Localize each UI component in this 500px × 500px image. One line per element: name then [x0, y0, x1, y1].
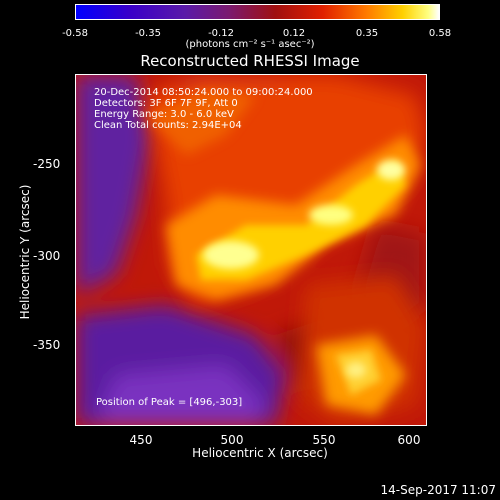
- colorbar-tick: -0.12: [208, 28, 234, 39]
- colorbar-tick: -0.58: [62, 28, 88, 39]
- colorbar-tick: 0.12: [282, 28, 306, 39]
- x-tick-label: 500: [220, 433, 244, 447]
- image-plot-area[interactable]: 20-Dec-2014 08:50:24.000 to 09:00:24.000…: [75, 74, 427, 426]
- info-peak-position: Position of Peak = [496,-303]: [96, 397, 243, 408]
- info-energy-range: Energy Range: 3.0 - 6.0 keV: [94, 109, 234, 120]
- colorbar-tick: 0.35: [355, 28, 379, 39]
- colorbar-units: (photons cm⁻² s⁻¹ asec⁻²): [185, 39, 315, 50]
- info-detectors: Detectors: 3F 6F 7F 9F, Att 0: [94, 98, 238, 109]
- y-tick-label: -350: [33, 338, 61, 352]
- heatmap-image: [76, 75, 426, 425]
- x-tick-label: 550: [312, 433, 336, 447]
- timestamp: 14-Sep-2017 11:07: [380, 483, 496, 497]
- colorbar-tick: -0.35: [135, 28, 161, 39]
- plot-title: Reconstructed RHESSI Image: [140, 52, 360, 70]
- info-total-counts: Clean Total counts: 2.94E+04: [94, 120, 242, 131]
- x-tick-label: 600: [397, 433, 421, 447]
- x-axis-label: Heliocentric X (arcsec): [192, 446, 328, 460]
- colorbar: [75, 4, 440, 20]
- y-tick-label: -300: [33, 249, 61, 263]
- y-axis-label: Heliocentric Y (arcsec): [18, 184, 32, 320]
- info-time-range: 20-Dec-2014 08:50:24.000 to 09:00:24.000: [94, 87, 313, 98]
- colorbar-tick: 0.58: [428, 28, 452, 39]
- y-tick-label: -250: [33, 157, 61, 171]
- x-tick-label: 450: [129, 433, 153, 447]
